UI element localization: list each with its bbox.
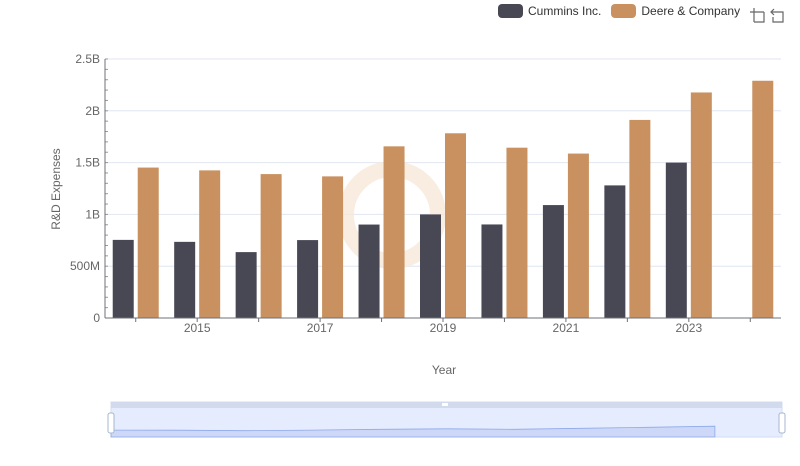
legend-swatch-cummins	[498, 4, 523, 18]
x-tick-label: 2023	[675, 321, 702, 335]
bar-cummins-2014[interactable]	[112, 239, 134, 318]
bar-cummins-2021[interactable]	[542, 205, 564, 318]
axes: 0 500M 1B 1.5B 2B 2.5B 2015 2017 2019 2021 2023	[70, 52, 781, 335]
legend-label-cummins: Cummins Inc.	[528, 4, 602, 18]
bar-cummins-2018[interactable]	[358, 224, 380, 318]
data-zoom-slider[interactable]	[107, 401, 786, 438]
y-tick-label: 1.5B	[75, 156, 100, 170]
y-tick-label: 0	[93, 311, 100, 325]
legend-label-deere: Deere & Company	[641, 4, 741, 18]
bar-cummins-2015[interactable]	[174, 241, 196, 318]
bar-deere-2021[interactable]	[567, 153, 589, 318]
x-tick-label: 2015	[184, 321, 211, 335]
bar-deere-2022[interactable]	[629, 119, 651, 318]
y-axis-title: R&D Expenses	[49, 148, 63, 229]
legend-swatch-deere	[611, 4, 637, 18]
data-zoom-handle-left[interactable]	[107, 412, 115, 434]
bar-deere-2020[interactable]	[506, 147, 528, 318]
bars	[112, 80, 774, 318]
x-tick-label: 2019	[430, 321, 457, 335]
x-tick-label: 2021	[553, 321, 580, 335]
bar-deere-2019[interactable]	[445, 133, 466, 318]
y-tick-label: 500M	[70, 259, 100, 273]
bar-cummins-2019[interactable]	[420, 214, 441, 318]
x-axis-title: Year	[432, 363, 456, 377]
zoom-icon[interactable]	[748, 6, 766, 24]
data-zoom-grip[interactable]	[442, 403, 448, 406]
bar-cummins-2022[interactable]	[604, 185, 626, 318]
bar-cummins-2020[interactable]	[481, 224, 503, 318]
y-tick-label: 1B	[85, 207, 100, 221]
toolbox	[746, 6, 786, 24]
legend-item-cummins[interactable]: Cummins Inc.	[498, 4, 601, 18]
legend-item-deere[interactable]: Deere & Company	[611, 4, 740, 18]
bar-deere-2017[interactable]	[322, 176, 344, 318]
y-tick-label: 2B	[85, 104, 100, 118]
data-zoom-preview-area	[110, 425, 716, 438]
x-tick-label: 2017	[307, 321, 334, 335]
bar-deere-2015[interactable]	[199, 170, 221, 318]
bar-deere-2024[interactable]	[752, 80, 774, 318]
y-tick-label: 2.5B	[75, 52, 100, 66]
bar-deere-2018[interactable]	[383, 146, 405, 318]
bar-cummins-2017[interactable]	[297, 240, 319, 318]
legend: Cummins Inc. Deere & Company	[498, 4, 750, 18]
bar-deere-2023[interactable]	[690, 92, 712, 318]
data-zoom-handle-right[interactable]	[778, 412, 786, 434]
bar-cummins-2016[interactable]	[235, 252, 257, 318]
bar-cummins-2023[interactable]	[665, 162, 687, 318]
bar-deere-2014[interactable]	[137, 167, 159, 318]
bar-deere-2016[interactable]	[260, 174, 282, 318]
restore-icon[interactable]	[768, 6, 786, 24]
